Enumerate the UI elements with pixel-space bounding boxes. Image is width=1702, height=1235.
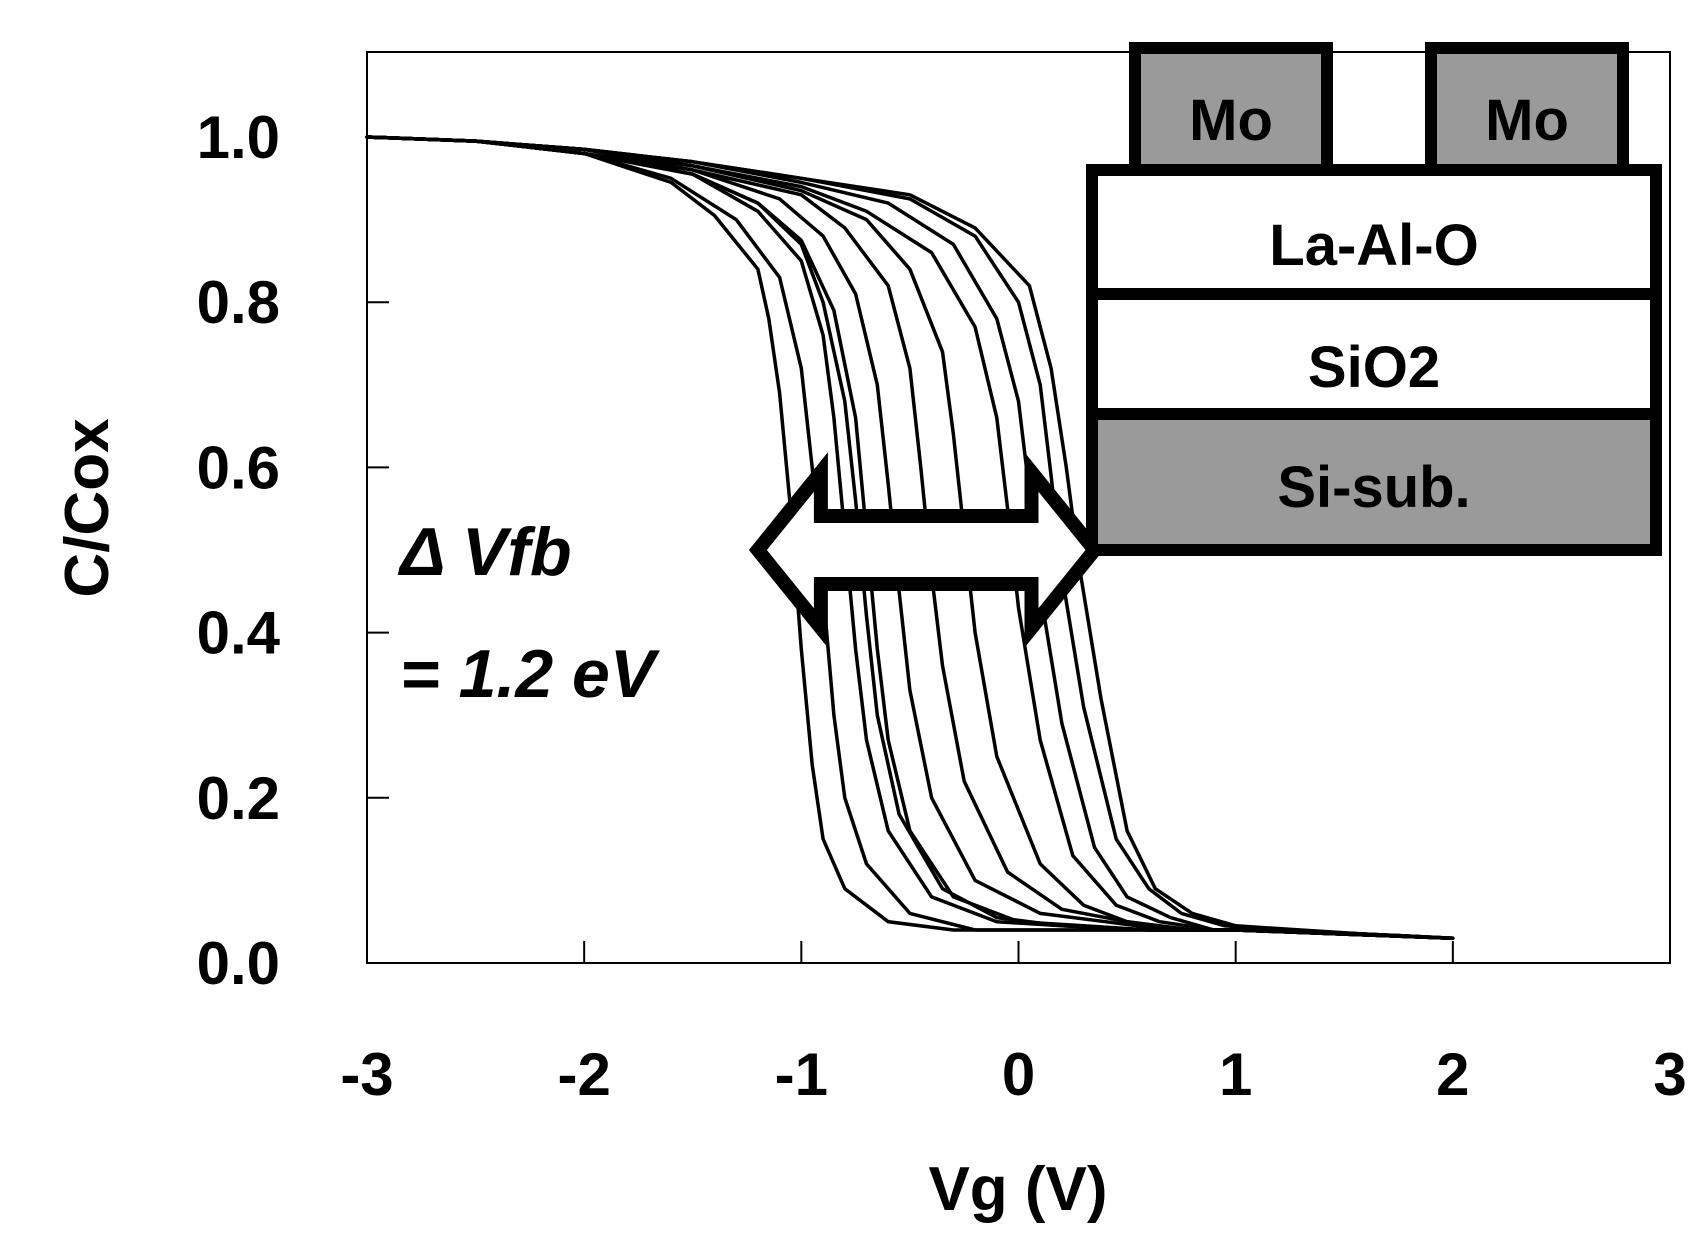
- x-tick-label: -3: [340, 1041, 393, 1108]
- x-tick-label: 0: [1002, 1041, 1035, 1108]
- device-structure-inset: Mo Mo La-Al-O SiO2 Si-sub.: [1086, 42, 1662, 556]
- x-tick-label: 2: [1436, 1041, 1469, 1108]
- y-tick-label: 1.0: [197, 104, 280, 171]
- y-axis-title: C/Cox: [53, 418, 122, 598]
- y-tick-label: 0.2: [197, 765, 280, 832]
- mo-gate-left-label: Mo: [1189, 88, 1273, 153]
- x-tick-label: 1: [1219, 1041, 1252, 1108]
- delta-vfb-value: = 1.2 eV: [400, 636, 661, 712]
- si-sub-layer: [1086, 408, 1662, 556]
- sio2-label: SiO2: [1308, 335, 1440, 400]
- y-axis-ticks: 0.0 0.2 0.4 0.6 0.8 1.0: [197, 104, 389, 997]
- y-tick-label: 0.6: [197, 434, 280, 501]
- x-tick-label: 3: [1653, 1041, 1686, 1108]
- x-axis-title: Vg (V): [928, 1155, 1107, 1224]
- x-axis-ticks: -3 -2 -1 0 1 2 3: [340, 941, 1687, 1108]
- x-tick-label: -1: [775, 1041, 828, 1108]
- mo-gate-right-label: Mo: [1485, 88, 1569, 153]
- si-sub-label: Si-sub.: [1277, 455, 1470, 520]
- y-tick-label: 0.0: [197, 930, 280, 997]
- sio2-layer: [1086, 288, 1662, 420]
- y-tick-label: 0.8: [197, 269, 280, 336]
- cv-curve-12: [365, 135, 1455, 940]
- y-tick-label: 0.4: [197, 600, 281, 667]
- la-al-o-label: La-Al-O: [1269, 213, 1478, 278]
- delta-vfb-double-arrow: [748, 452, 1104, 648]
- cv-curve-5: [365, 135, 1455, 940]
- x-tick-label: -2: [557, 1041, 610, 1108]
- delta-vfb-label: Δ Vfb: [397, 514, 572, 590]
